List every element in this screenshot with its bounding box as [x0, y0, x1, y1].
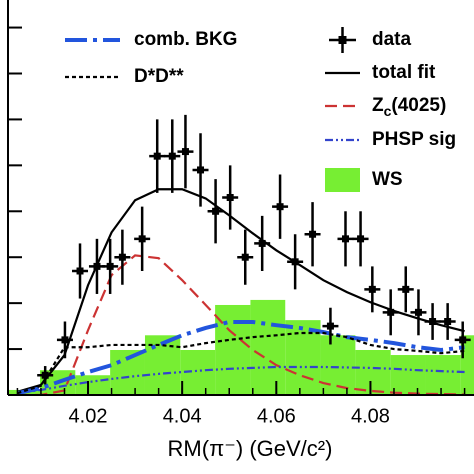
- data-point: [226, 194, 234, 201]
- plot-area: [8, 114, 474, 395]
- data-point: [387, 308, 395, 316]
- legend-label: data: [372, 29, 412, 50]
- legend-label: D*D**: [134, 66, 184, 87]
- data-point: [414, 308, 422, 316]
- data-point: [402, 285, 410, 293]
- legend-symbol: [338, 36, 347, 44]
- data-point: [153, 152, 161, 160]
- legend-label: PHSP sig: [372, 129, 456, 150]
- data-point: [76, 267, 84, 275]
- x-tick-label: 4.06: [257, 405, 296, 427]
- data-point: [41, 371, 49, 379]
- legend-symbol: [325, 168, 360, 192]
- legend-label: Zc(4025): [372, 95, 446, 119]
- fit-curve: [16, 319, 465, 395]
- data-point: [444, 318, 452, 326]
- data-point: [368, 285, 376, 293]
- fit-curve: [17, 365, 465, 395]
- legend-label: comb. BKG: [134, 29, 237, 50]
- legend-label: total fit: [372, 62, 436, 83]
- data-point: [241, 253, 249, 261]
- x-tick-label: 4.02: [69, 405, 108, 427]
- axes: RM(π⁻) (GeV/c²) 4.02 4.04 4.06 4.08: [7, 0, 474, 461]
- histogram-bar: [75, 375, 111, 395]
- data-point: [258, 239, 266, 247]
- data-point: [357, 235, 365, 243]
- data-point: [181, 148, 189, 156]
- fit-curve: [17, 254, 465, 395]
- data-point: [61, 336, 69, 344]
- data-point: [168, 152, 176, 160]
- data-point: [309, 230, 317, 238]
- x-tick-label: 4.08: [351, 405, 390, 427]
- data-point: [341, 235, 349, 243]
- fit-curve: [17, 331, 465, 395]
- data-point: [429, 318, 437, 326]
- data-point: [276, 203, 284, 211]
- x-axis-label: RM(π⁻) (GeV/c²): [168, 436, 333, 461]
- histogram-bar: [390, 355, 426, 395]
- data-point: [459, 336, 467, 344]
- legend-label: WS: [372, 169, 403, 190]
- data-point: [291, 258, 299, 266]
- data-point: [106, 262, 114, 270]
- histogram-bar: [425, 355, 461, 395]
- x-tick-label: 4.04: [163, 405, 202, 427]
- histogram-bar: [215, 304, 251, 395]
- data-point: [93, 262, 101, 270]
- data-point: [326, 322, 334, 330]
- data-point: [197, 166, 205, 174]
- histogram-bar: [320, 335, 356, 395]
- data-point: [118, 253, 126, 261]
- data-point: [138, 235, 146, 243]
- legend: data total fit Zc(4025) PHSP sig WS comb. BKG…: [65, 27, 456, 192]
- histogram-bar: [355, 349, 391, 395]
- data-point: [212, 207, 220, 215]
- histogram-bar: [250, 299, 286, 395]
